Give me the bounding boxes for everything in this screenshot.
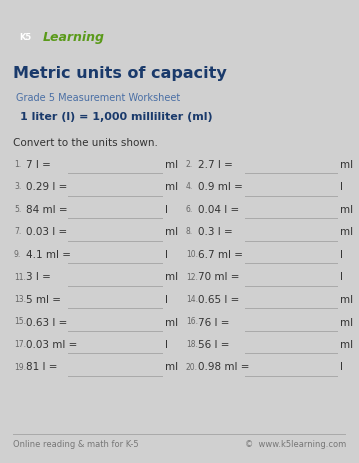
Text: ml: ml: [165, 182, 178, 193]
Text: l: l: [165, 250, 168, 260]
Text: 56 l =: 56 l =: [198, 340, 229, 350]
Text: 6.: 6.: [186, 205, 193, 214]
Text: l: l: [165, 295, 168, 305]
Text: 70 ml =: 70 ml =: [198, 273, 239, 282]
Text: 1 liter (l) = 1,000 milliliter (ml): 1 liter (l) = 1,000 milliliter (ml): [20, 112, 213, 122]
Text: Online reading & math for K-5: Online reading & math for K-5: [13, 440, 139, 449]
Text: l: l: [340, 363, 343, 373]
Text: 16.: 16.: [186, 318, 198, 326]
Text: l: l: [165, 340, 168, 350]
Text: 3.: 3.: [14, 182, 21, 192]
Text: 13.: 13.: [14, 295, 26, 304]
Text: 0.03 l =: 0.03 l =: [26, 227, 67, 238]
Text: 0.04 l =: 0.04 l =: [198, 205, 239, 215]
Text: Metric units of capacity: Metric units of capacity: [13, 66, 227, 81]
Text: l: l: [340, 182, 343, 193]
Text: 11.: 11.: [14, 273, 26, 282]
Text: ml: ml: [340, 160, 353, 170]
Text: l: l: [340, 273, 343, 282]
Text: 1.: 1.: [14, 160, 21, 169]
Text: 20.: 20.: [186, 363, 198, 371]
Text: 76 l =: 76 l =: [198, 318, 229, 327]
Text: 15.: 15.: [14, 318, 26, 326]
Text: 19.: 19.: [14, 363, 26, 371]
Text: 81 l =: 81 l =: [26, 363, 57, 373]
Text: 2.7 l =: 2.7 l =: [198, 160, 233, 170]
Text: ml: ml: [165, 273, 178, 282]
Text: 3 l =: 3 l =: [26, 273, 51, 282]
Text: 8.: 8.: [186, 227, 193, 237]
Text: 14.: 14.: [186, 295, 198, 304]
Text: 17.: 17.: [14, 340, 26, 349]
Text: ml: ml: [165, 160, 178, 170]
Text: 5.: 5.: [14, 205, 21, 214]
Text: 0.65 l =: 0.65 l =: [198, 295, 239, 305]
Text: 0.3 l =: 0.3 l =: [198, 227, 233, 238]
Text: ml: ml: [340, 205, 353, 215]
Text: ml: ml: [340, 318, 353, 327]
Text: ml: ml: [340, 340, 353, 350]
Text: 0.29 l =: 0.29 l =: [26, 182, 67, 193]
Text: ml: ml: [165, 227, 178, 238]
Text: 7.: 7.: [14, 227, 21, 237]
Text: 9.: 9.: [14, 250, 21, 259]
Text: Convert to the units shown.: Convert to the units shown.: [13, 138, 158, 148]
Text: K5: K5: [19, 33, 31, 43]
Text: Grade 5 Measurement Worksheet: Grade 5 Measurement Worksheet: [16, 93, 180, 103]
Text: 12.: 12.: [186, 273, 198, 282]
Text: l: l: [340, 250, 343, 260]
Text: 18.: 18.: [186, 340, 198, 349]
Text: ml: ml: [340, 227, 353, 238]
Text: ©  www.k5learning.com: © www.k5learning.com: [245, 440, 346, 449]
Text: 0.98 ml =: 0.98 ml =: [198, 363, 250, 373]
Text: Learning: Learning: [43, 31, 105, 44]
Text: 10.: 10.: [186, 250, 198, 259]
Text: ml: ml: [165, 363, 178, 373]
Text: 4.: 4.: [186, 182, 193, 192]
Text: l: l: [165, 205, 168, 215]
Text: ml: ml: [340, 295, 353, 305]
Text: 0.9 ml =: 0.9 ml =: [198, 182, 243, 193]
Text: 5 ml =: 5 ml =: [26, 295, 61, 305]
Text: 0.03 ml =: 0.03 ml =: [26, 340, 78, 350]
Text: ml: ml: [165, 318, 178, 327]
Text: 6.7 ml =: 6.7 ml =: [198, 250, 243, 260]
Text: 7 l =: 7 l =: [26, 160, 51, 170]
Text: 4.1 ml =: 4.1 ml =: [26, 250, 71, 260]
Text: 2.: 2.: [186, 160, 193, 169]
Text: 84 ml =: 84 ml =: [26, 205, 67, 215]
Text: 0.63 l =: 0.63 l =: [26, 318, 67, 327]
